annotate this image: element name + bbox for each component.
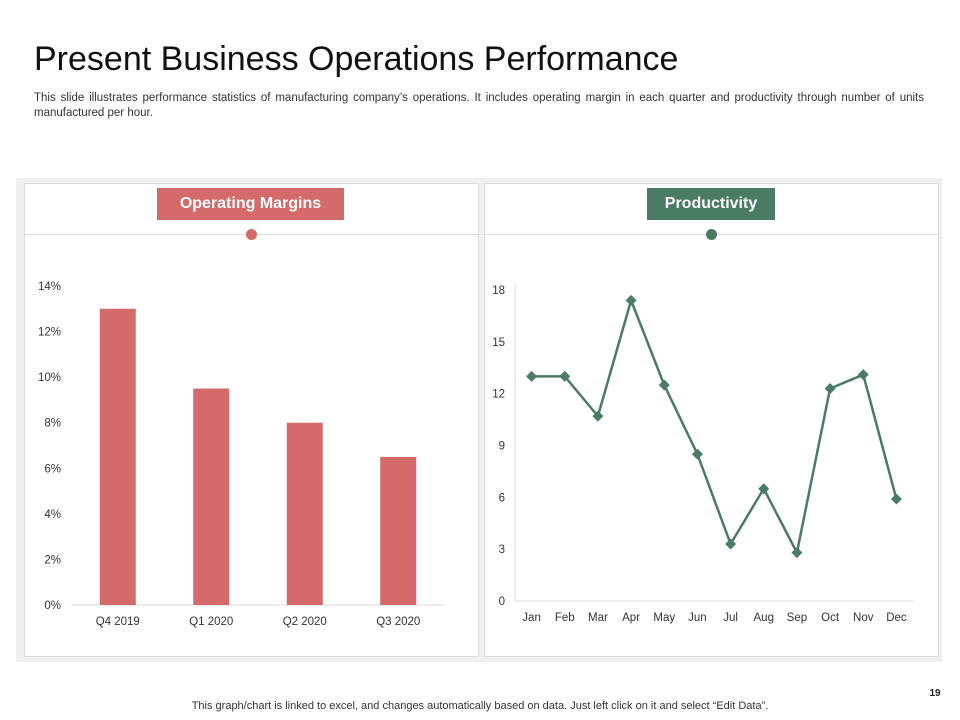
slide-description: This slide illustrates performance stati… [34,92,924,119]
x-tick-label: Q4 2019 [96,616,140,628]
point-oct[interactable] [824,382,836,394]
point-may[interactable] [658,379,670,391]
y-tick-label: 8% [44,418,61,430]
point-dec[interactable] [890,493,902,505]
operating-margins-panel[interactable]: Operating Margins 0% 2% 4% 6% 8% 10% 12% 14% Q4 … [24,183,479,657]
y-tick-label: 18 [492,285,505,297]
y-tick-label: 15 [492,337,505,349]
footer-note: This graph/chart is linked to excel, and… [191,700,769,712]
x-tick-label: Q2 2020 [283,616,327,628]
point-sep[interactable] [791,547,803,559]
x-tick-label: Sep [787,612,807,624]
y-tick-label: 2% [44,554,61,566]
x-tick-label: Feb [555,612,575,624]
point-mar[interactable] [592,410,604,422]
point-nov[interactable] [857,369,869,381]
bar-q1-2020[interactable] [193,388,230,605]
y-tick-label: 10% [38,372,61,384]
page-title: Present Business Operations Performance [34,40,679,78]
y-tick-label: 6 [499,492,505,504]
y-tick-label: 9 [499,441,505,453]
x-tick-label: Apr [622,612,640,624]
x-tick-label: Jun [688,612,707,624]
y-tick-label: 6% [44,463,61,475]
x-tick-label: Q3 2020 [376,616,420,628]
point-apr[interactable] [625,294,637,306]
y-tick-label: 12% [38,327,61,339]
x-tick-label: Aug [754,612,774,624]
operating-margins-chart[interactable]: 0% 2% 4% 6% 8% 10% 12% 14% Q4 2019 Q1 2020 Q2 2020… [25,184,478,656]
y-tick-label: 3 [499,544,505,556]
x-tick-label: Nov [853,612,874,624]
page-number: 19 [929,688,941,699]
operating-margins-dot [246,229,257,240]
x-tick-label: Jul [723,612,738,624]
x-tick-label: May [653,612,675,624]
bar-q3-2020[interactable] [380,456,417,605]
productivity-panel[interactable]: Productivity 0 3 6 9 12 15 18 Jan Feb Mar Apr May Ju… [484,183,939,657]
x-tick-label: Jan [522,612,541,624]
x-tick-label: Mar [588,612,608,624]
y-tick-label: 14% [38,281,61,293]
bar-q2-2020[interactable] [286,422,323,605]
y-tick-label: 4% [44,509,61,521]
productivity-chart[interactable]: 0 3 6 9 12 15 18 Jan Feb Mar Apr May Jun Jul Aug Sep Oct… [485,184,938,656]
y-tick-label: 12 [492,389,505,401]
x-tick-label: Oct [821,612,840,624]
point-jul[interactable] [725,538,737,550]
productivity-dot [706,229,717,240]
productivity-label: Productivity [647,188,775,220]
x-tick-label: Dec [886,612,907,624]
point-jun[interactable] [691,448,703,460]
productivity-series-line [531,299,898,554]
point-feb[interactable] [559,370,571,382]
y-tick-label: 0 [499,596,505,608]
point-jan[interactable] [526,370,538,382]
bar-q4-2019[interactable] [99,308,136,605]
point-aug[interactable] [758,483,770,495]
y-tick-label: 0% [44,600,61,612]
x-tick-label: Q1 2020 [189,616,233,628]
operating-margins-label: Operating Margins [157,188,344,220]
